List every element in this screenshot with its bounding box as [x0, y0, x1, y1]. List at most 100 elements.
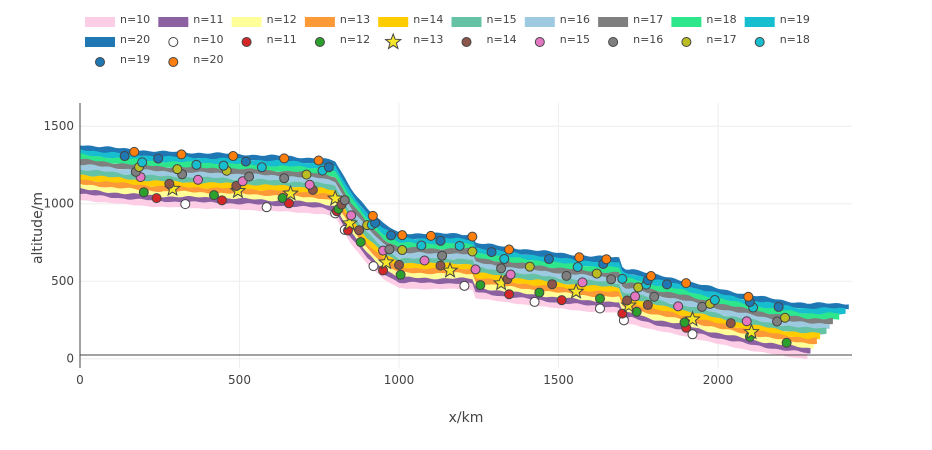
marker-n-13[interactable] [377, 253, 395, 270]
marker-n-17[interactable] [397, 245, 408, 256]
marker-n-14[interactable] [164, 178, 175, 189]
marker-n-15[interactable] [346, 210, 357, 221]
marker-n-10[interactable] [368, 261, 379, 272]
marker-n-19[interactable] [240, 156, 251, 167]
marker-n-13[interactable] [743, 323, 760, 340]
marker-n-15[interactable] [304, 179, 315, 190]
marker-n-15[interactable] [470, 264, 481, 275]
marker-n-12[interactable] [475, 280, 486, 291]
marker-n-20[interactable] [397, 230, 408, 241]
marker-n-16[interactable] [384, 244, 395, 255]
marker-n-19[interactable] [386, 230, 397, 241]
marker-n-12[interactable] [534, 287, 545, 298]
marker-n-20[interactable] [176, 149, 187, 160]
marker-n-10[interactable] [594, 303, 605, 314]
legend-item-marker-n-14[interactable]: n=14 [461, 33, 517, 47]
legend-item-band-n-15[interactable]: n=15 [451, 13, 517, 27]
legend-item-band-n-18[interactable]: n=18 [671, 13, 737, 27]
marker-n-19[interactable] [486, 247, 497, 258]
marker-n-11[interactable] [151, 193, 162, 204]
marker-n-13[interactable] [341, 214, 359, 231]
legend-item-band-n-16[interactable]: n=16 [524, 13, 590, 27]
marker-n-20[interactable] [129, 146, 140, 157]
marker-n-18[interactable] [617, 273, 628, 284]
legend-item-marker-n-12[interactable]: n=12 [314, 33, 370, 47]
legend-item-marker-n-16[interactable]: n=16 [608, 33, 664, 47]
legend-item-marker-n-11[interactable]: n=11 [241, 33, 297, 47]
marker-n-19[interactable] [119, 151, 130, 162]
marker-n-15[interactable] [193, 174, 204, 185]
marker-n-18[interactable] [218, 160, 229, 171]
marker-n-18[interactable] [572, 262, 583, 273]
marker-n-12[interactable] [138, 187, 149, 198]
marker-n-12[interactable] [395, 269, 406, 280]
marker-n-13[interactable] [567, 282, 585, 299]
marker-n-20[interactable] [467, 231, 478, 242]
marker-n-13[interactable] [282, 184, 300, 201]
legend-item-band-n-14[interactable]: n=14 [378, 13, 443, 27]
marker-n-16[interactable] [496, 263, 507, 274]
legend-item-band-n-20[interactable]: n=20 [85, 33, 150, 47]
marker-n-18[interactable] [256, 162, 267, 173]
marker-n-14[interactable] [394, 259, 405, 270]
marker-n-16[interactable] [561, 270, 572, 281]
marker-n-12[interactable] [594, 293, 605, 304]
marker-n-12[interactable] [781, 337, 792, 348]
band-n-11[interactable] [80, 188, 811, 354]
marker-n-20[interactable] [646, 271, 657, 282]
legend-item-band-n-10[interactable]: n=10 [85, 13, 150, 27]
marker-n-17[interactable] [467, 246, 478, 257]
plot-area[interactable] [80, 145, 849, 360]
legend-item-band-n-12[interactable]: n=12 [231, 13, 297, 27]
marker-n-11[interactable] [504, 289, 515, 300]
marker-n-20[interactable] [367, 210, 378, 221]
marker-n-16[interactable] [279, 173, 290, 184]
marker-n-14[interactable] [547, 279, 558, 290]
legend-item-marker-n-19[interactable]: n=19 [95, 53, 151, 67]
legend-item-band-n-11[interactable]: n=11 [158, 13, 223, 27]
marker-n-17[interactable] [172, 164, 183, 175]
marker-n-13[interactable] [684, 310, 701, 327]
marker-n-10[interactable] [687, 329, 698, 340]
marker-n-14[interactable] [642, 299, 653, 310]
marker-n-18[interactable] [416, 240, 427, 251]
marker-n-19[interactable] [773, 301, 784, 312]
marker-n-11[interactable] [283, 198, 294, 209]
marker-n-10[interactable] [180, 199, 191, 210]
marker-n-14[interactable] [435, 260, 446, 271]
marker-n-12[interactable] [277, 192, 288, 203]
marker-n-15[interactable] [419, 255, 430, 266]
marker-n-12[interactable] [208, 190, 219, 201]
marker-n-20[interactable] [228, 151, 239, 162]
marker-n-18[interactable] [709, 295, 720, 306]
marker-n-10[interactable] [261, 202, 272, 213]
marker-n-15[interactable] [673, 301, 684, 312]
legend-item-marker-n-18[interactable]: n=18 [754, 33, 810, 47]
marker-n-20[interactable] [601, 254, 612, 265]
marker-n-15[interactable] [577, 277, 588, 288]
marker-n-16[interactable] [244, 171, 255, 182]
marker-n-20[interactable] [313, 155, 324, 166]
marker-n-16[interactable] [606, 274, 617, 285]
marker-n-11[interactable] [216, 195, 227, 206]
legend-item-marker-n-13[interactable]: n=13 [384, 32, 444, 50]
marker-n-11[interactable] [556, 295, 567, 306]
legend-item-marker-n-17[interactable]: n=17 [681, 33, 737, 47]
marker-n-20[interactable] [504, 244, 515, 255]
marker-n-17[interactable] [524, 261, 535, 272]
marker-n-13[interactable] [326, 189, 344, 206]
band-n-10[interactable] [80, 193, 808, 360]
marker-n-14[interactable] [622, 295, 633, 306]
marker-n-16[interactable] [649, 291, 660, 302]
marker-n-17[interactable] [780, 312, 791, 323]
marker-n-16[interactable] [772, 316, 783, 327]
marker-n-18[interactable] [137, 157, 148, 168]
marker-n-17[interactable] [591, 268, 602, 279]
marker-n-15[interactable] [741, 316, 752, 327]
legend-item-marker-n-20[interactable]: n=20 [168, 53, 224, 67]
marker-n-20[interactable] [574, 252, 585, 263]
marker-n-12[interactable] [355, 237, 366, 248]
marker-n-19[interactable] [323, 162, 334, 173]
marker-n-19[interactable] [661, 279, 672, 290]
legend-item-band-n-17[interactable]: n=17 [598, 13, 663, 27]
